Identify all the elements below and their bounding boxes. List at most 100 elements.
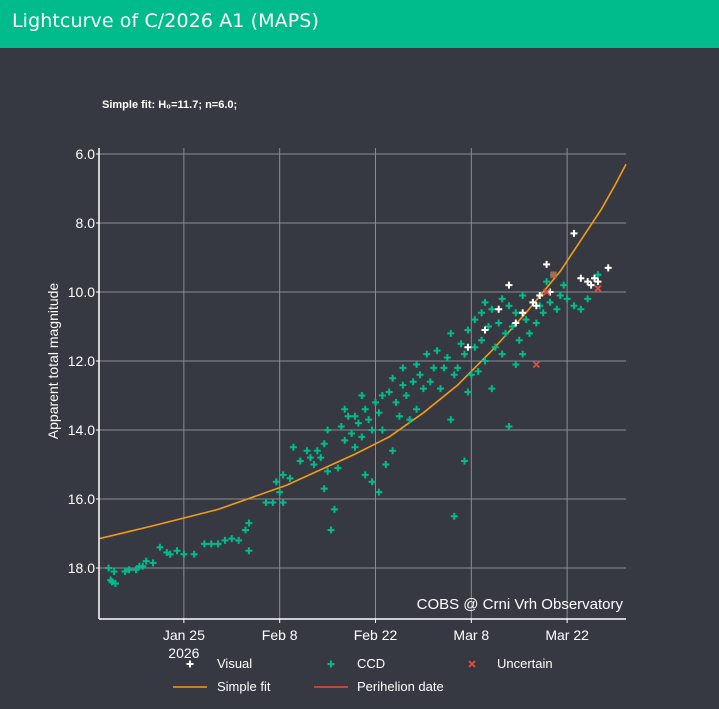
ccd-point	[139, 562, 147, 570]
ccd-point	[406, 416, 414, 424]
visual-point	[577, 274, 585, 282]
ccd-point	[111, 580, 119, 588]
visual-point	[594, 278, 602, 286]
ccd-point	[413, 360, 421, 368]
x-tick-label: Feb 8	[262, 627, 298, 643]
ccd-point	[221, 536, 229, 544]
visual-point	[543, 260, 551, 268]
series-uncertain	[532, 271, 602, 369]
ccd-point	[437, 385, 445, 393]
ccd-point	[121, 567, 129, 575]
ccd-point	[563, 295, 571, 303]
legend-label: Simple fit	[217, 679, 271, 694]
ccd-point	[358, 392, 366, 399]
ccd-point	[525, 329, 533, 337]
ccd-point	[560, 281, 568, 289]
ccd-point	[488, 385, 496, 393]
ccd-point	[505, 302, 513, 310]
ccd-point	[279, 471, 287, 479]
title-bar: Lightcurve of C/2026 A1 (MAPS)	[0, 0, 719, 48]
ccd-point	[317, 454, 325, 462]
visual-point	[495, 305, 503, 313]
ccd-point	[348, 429, 356, 437]
x-tick-label: Mar 22	[545, 627, 589, 643]
ccd-point	[471, 316, 479, 324]
x-tick-label: Jan 25	[163, 627, 205, 643]
y-tick-label: 18.0	[68, 560, 95, 576]
legend-item-perihelion-date: Perihelion date	[314, 679, 444, 694]
legend-item-ccd: CCD	[327, 656, 385, 671]
ccd-point	[471, 343, 479, 351]
ccd-point	[375, 488, 383, 496]
ccd-point	[467, 371, 475, 379]
ccd-point	[433, 347, 441, 355]
ccd-point	[173, 547, 181, 555]
ccd-point	[502, 329, 510, 337]
visual-point	[532, 302, 540, 310]
ccd-point	[460, 350, 468, 358]
ccd-point	[539, 309, 547, 317]
ccd-point	[556, 291, 564, 299]
ccd-point	[105, 564, 113, 572]
visual-point	[587, 281, 595, 289]
legend-label: CCD	[357, 656, 385, 671]
legend-label: Visual	[217, 656, 252, 671]
ccd-point	[372, 398, 380, 406]
points-layer	[105, 229, 612, 588]
ccd-point	[132, 566, 140, 574]
ccd-point	[488, 305, 496, 313]
ccd-point	[361, 471, 369, 479]
ccd-point	[498, 350, 506, 358]
ccd-point	[286, 474, 294, 482]
ccd-point	[515, 336, 523, 344]
ccd-point	[337, 423, 345, 431]
ccd-point	[306, 454, 314, 462]
series-visual	[464, 229, 612, 351]
ccd-point	[543, 278, 551, 286]
ccd-point	[344, 412, 352, 420]
ccd-point	[365, 416, 373, 424]
ccd-point	[457, 340, 465, 348]
ccd-point	[107, 576, 115, 584]
ccd-point	[289, 443, 297, 451]
ccd-point	[495, 319, 503, 327]
visual-point	[481, 326, 489, 334]
ccd-point	[385, 388, 393, 396]
ccd-point	[423, 350, 431, 358]
x-tick-year: 2026	[168, 645, 199, 661]
ccd-point	[389, 447, 397, 455]
ccd-point	[341, 405, 349, 413]
ccd-point	[532, 319, 540, 327]
y-tick-label: 12.0	[68, 353, 95, 369]
ccd-point	[419, 385, 427, 393]
ccd-point	[570, 302, 578, 310]
ccd-point	[320, 485, 328, 493]
grid	[99, 148, 626, 619]
ccd-point	[368, 478, 376, 486]
visual-point	[536, 291, 544, 299]
ccd-point	[375, 409, 383, 417]
y-tick-label: 8.0	[76, 215, 96, 231]
ccd-point	[228, 535, 236, 543]
page-title: Lightcurve of C/2026 A1 (MAPS)	[12, 10, 319, 32]
ccd-point	[279, 498, 287, 506]
ccd-point	[320, 440, 328, 448]
ccd-point	[584, 295, 592, 303]
legend-marker-cross	[468, 660, 476, 668]
fit-subtitle: Simple fit: H₀=11.7; n=6.0;	[102, 99, 237, 111]
ccd-point	[426, 378, 434, 386]
legend: Visual CCD Uncertain Simple fit Perihelion d…	[173, 656, 553, 694]
ccd-point	[272, 478, 280, 486]
ccd-point	[334, 464, 342, 472]
ccd-point	[361, 405, 369, 413]
ccd-point	[392, 398, 400, 406]
ccd-point	[310, 461, 318, 468]
ccd-point	[481, 298, 489, 306]
ccd-point	[269, 498, 277, 506]
ccd-point	[498, 295, 506, 303]
series-ccd	[105, 271, 602, 588]
ccd-point	[200, 540, 208, 548]
legend-item-visual: Visual	[186, 656, 252, 671]
uncertain-point	[542, 288, 551, 296]
ccd-point	[481, 357, 489, 365]
